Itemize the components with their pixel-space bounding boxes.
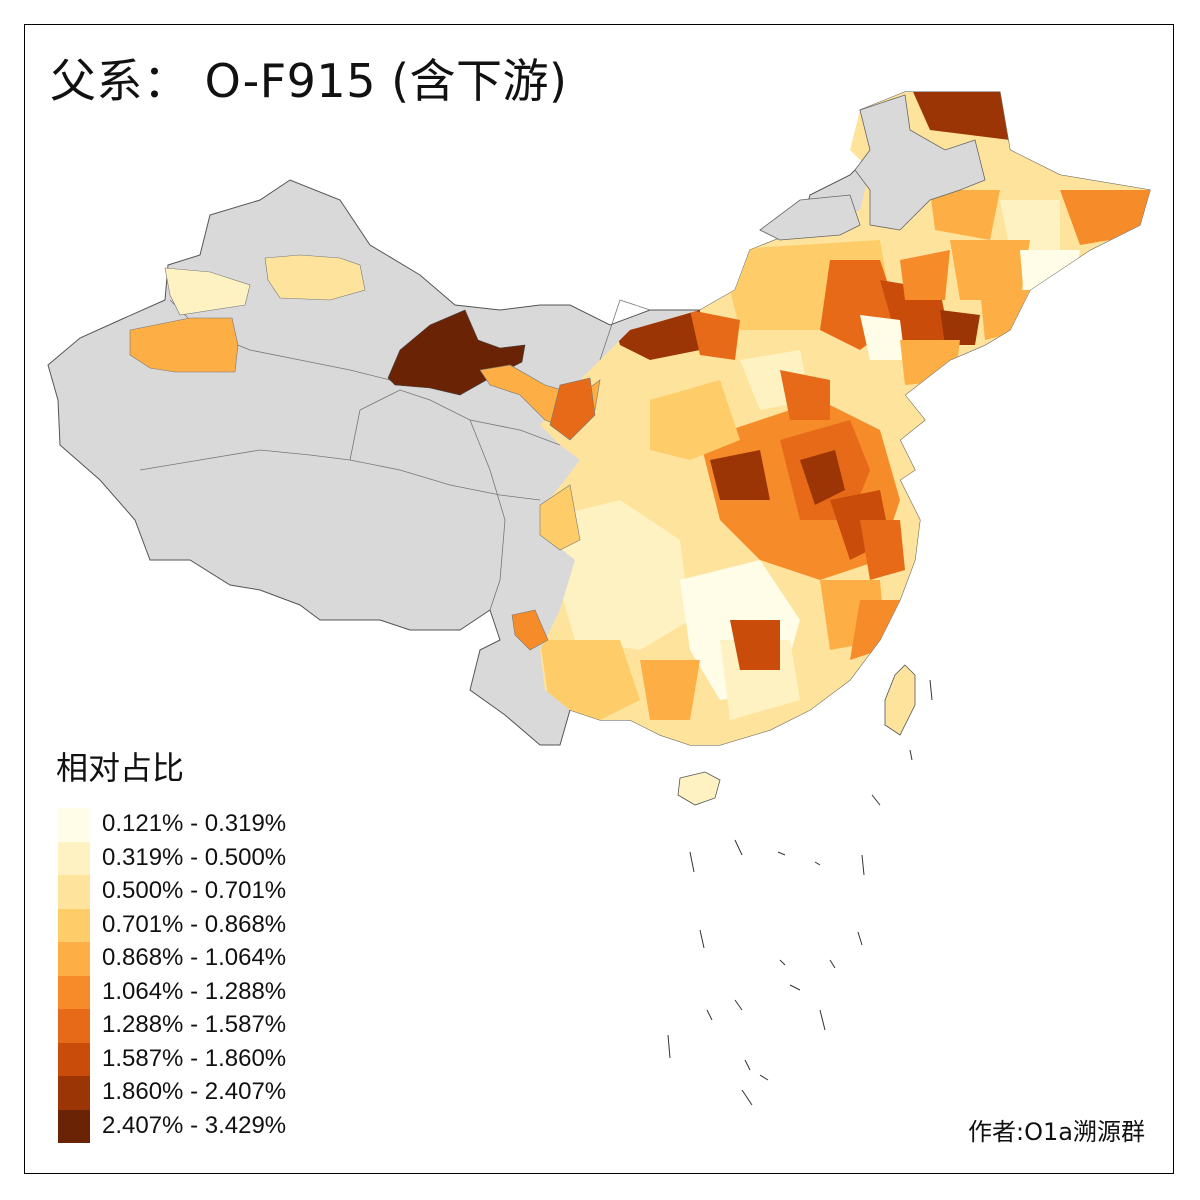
legend-swatch: [58, 975, 90, 1009]
region-xinjiang-west: [129, 317, 239, 373]
nodata-north: [759, 194, 861, 241]
nodata-northeast: [854, 94, 986, 231]
map-title: 父系： O-F915 (含下游): [50, 54, 568, 108]
legend-swatch: [58, 1109, 90, 1143]
legend-label: 1.860% - 2.407%: [102, 1078, 287, 1105]
legend-label: 0.500% - 0.701%: [102, 877, 287, 904]
legend-swatch: [58, 841, 90, 875]
region-yunnan-west: [511, 609, 549, 651]
legend-swatch: [58, 1076, 90, 1110]
legend-label: 1.587% - 1.860%: [102, 1044, 287, 1072]
author-credit: 作者:O1a溯源群: [968, 1118, 1145, 1146]
region-xinjiang-north-a: [164, 267, 251, 316]
legend-title: 相对占比: [56, 749, 185, 787]
region-gansu-b: [549, 377, 596, 441]
legend-label: 2.407% - 3.429%: [102, 1111, 287, 1139]
legend-swatch: [58, 908, 90, 942]
region-sichuan-west: [539, 484, 581, 551]
region-xinjiang-north-b: [264, 254, 366, 301]
legend-label: 0.868% - 1.064%: [102, 944, 287, 971]
province-borders: [139, 269, 901, 611]
region-taiwan: [884, 664, 916, 736]
legend-label: 0.319% - 0.500%: [102, 843, 287, 871]
legend-swatch: [58, 808, 90, 842]
legend-swatch: [58, 942, 90, 976]
legend-swatch: [58, 1009, 90, 1043]
legend-label: 1.288% - 1.587%: [102, 1011, 287, 1038]
legend-label: 0.121% - 0.319%: [102, 810, 287, 837]
legend-label: 1.064% - 1.288%: [102, 977, 287, 1005]
region-hainan: [677, 771, 721, 806]
legend-swatch: [58, 875, 90, 909]
legend-label: 0.701% - 0.868%: [102, 910, 287, 938]
legend-swatch: [58, 1042, 90, 1076]
south-sea-islands: [667, 679, 933, 1106]
